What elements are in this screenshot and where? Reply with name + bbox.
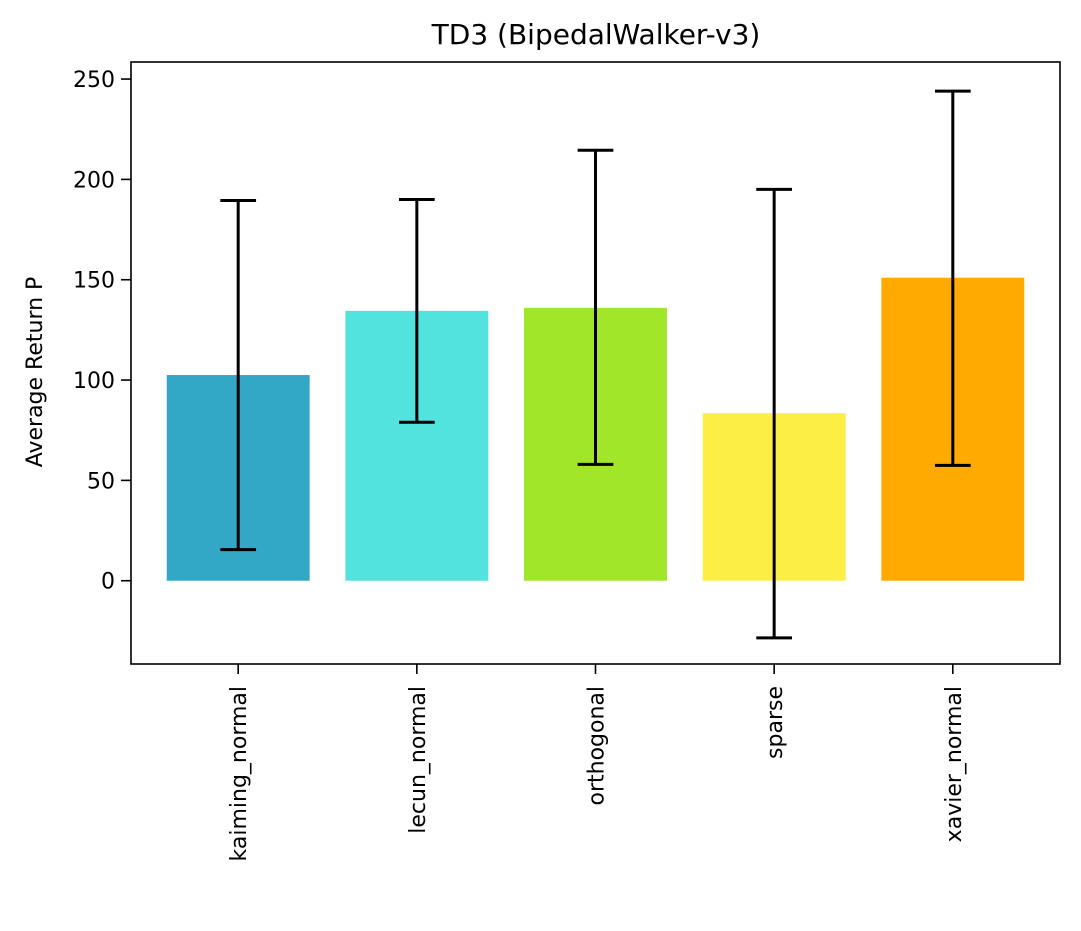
- y-axis-label: Average Return P: [23, 277, 48, 468]
- error-bar-orthogonal: [577, 148, 614, 466]
- error-bar-xavier_normal: [934, 89, 971, 467]
- y-tick-label-150: 150: [73, 269, 115, 294]
- y-tick-label-100: 100: [73, 369, 115, 394]
- x-tick-label-orthogonal: orthogonal: [585, 686, 610, 806]
- plot-frame: [130, 61, 1061, 665]
- x-tick-label-xavier_normal: xavier_normal: [942, 686, 967, 842]
- error-bar-kaiming_normal: [220, 198, 257, 552]
- y-axis-ticks: 0 50 100 150 200 250: [73, 68, 131, 595]
- y-tick-label-0: 0: [101, 570, 115, 595]
- x-tick-label-sparse: sparse: [763, 686, 788, 759]
- chart-title: TD3 (BipedalWalker-v3): [431, 18, 761, 51]
- error-bar-sparse: [756, 187, 793, 640]
- error-bars-layer: [220, 89, 971, 640]
- x-tick-label-kaiming_normal: kaiming_normal: [227, 686, 252, 861]
- x-tick-label-lecun_normal: lecun_normal: [406, 686, 431, 834]
- error-bar-lecun_normal: [398, 197, 435, 424]
- x-axis-ticks: kaiming_normal lecun_normal orthogonal spar…: [227, 664, 967, 861]
- y-tick-label-250: 250: [73, 68, 115, 93]
- y-tick-label-200: 200: [73, 168, 115, 193]
- y-tick-label-50: 50: [87, 469, 115, 494]
